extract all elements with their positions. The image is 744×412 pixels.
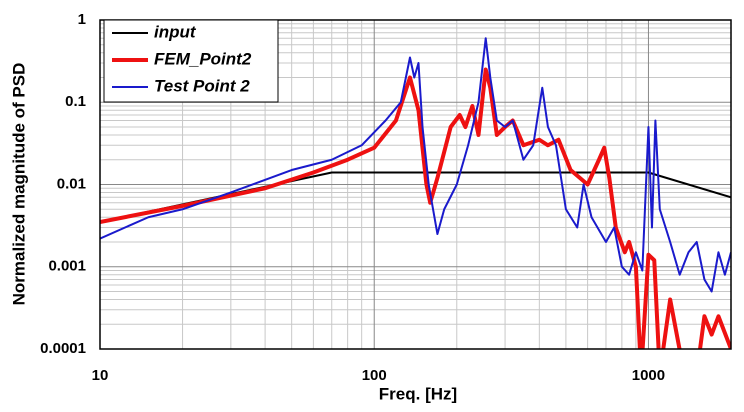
y-axis-title: Normalized magnitude of PSD xyxy=(9,63,28,306)
y-tick-label: 0.0001 xyxy=(40,340,86,357)
y-tick-label: 0.01 xyxy=(57,175,86,192)
y-tick-label: 0.001 xyxy=(48,258,86,275)
plot-area xyxy=(100,37,731,349)
x-axis-title: Freq. [Hz] xyxy=(379,384,457,403)
legend-label: Test Point 2 xyxy=(154,76,250,95)
x-tick-label: 100 xyxy=(362,367,387,384)
x-tick-label: 1000 xyxy=(632,367,665,384)
plot-frame xyxy=(99,19,732,350)
x-tick-label: 10 xyxy=(92,367,109,384)
series-line xyxy=(100,37,731,293)
legend-label: input xyxy=(154,22,197,41)
series-line xyxy=(100,67,731,349)
y-tick-label: 0.1 xyxy=(65,93,86,110)
legend-label: FEM_Point2 xyxy=(154,49,252,68)
legend: input FEM_Point2 Test Point 2 xyxy=(103,19,279,103)
y-tick-label: 1 xyxy=(78,11,86,28)
